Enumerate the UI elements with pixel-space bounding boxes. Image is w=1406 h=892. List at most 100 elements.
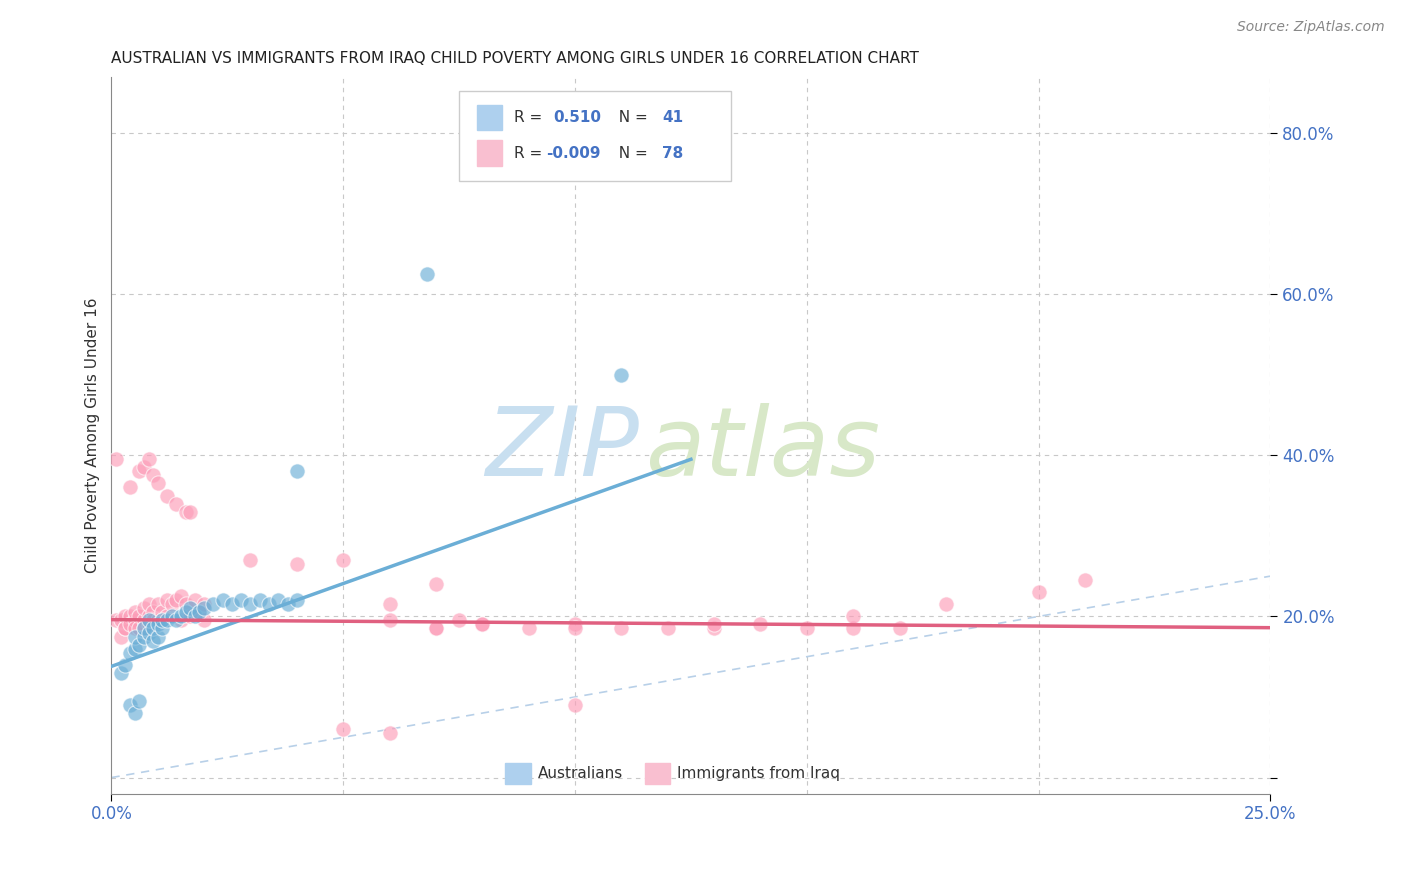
Point <box>160 597 183 611</box>
Point <box>231 593 253 607</box>
Point <box>188 606 211 620</box>
Point <box>415 267 437 281</box>
Point <box>174 606 197 620</box>
Point <box>142 614 165 628</box>
Point <box>138 614 160 628</box>
Point <box>285 464 308 478</box>
Point <box>142 468 165 483</box>
Text: Source: ZipAtlas.com: Source: ZipAtlas.com <box>1237 20 1385 34</box>
Point <box>267 593 290 607</box>
Point <box>170 614 193 628</box>
Point <box>152 614 174 628</box>
Point <box>703 622 725 636</box>
Point <box>179 505 201 519</box>
Point <box>146 614 169 628</box>
Text: 78: 78 <box>662 145 683 161</box>
Point <box>132 622 155 636</box>
Point <box>170 589 193 603</box>
Y-axis label: Child Poverty Among Girls Under 16: Child Poverty Among Girls Under 16 <box>86 297 100 573</box>
Point <box>193 597 215 611</box>
Point <box>114 657 136 672</box>
Point <box>170 609 193 624</box>
FancyBboxPatch shape <box>477 140 502 166</box>
Point <box>110 614 132 628</box>
Point <box>471 617 494 632</box>
Point <box>124 630 146 644</box>
Text: -0.009: -0.009 <box>546 145 600 161</box>
Point <box>124 622 146 636</box>
Point <box>118 646 141 660</box>
Point <box>124 706 146 720</box>
Point <box>156 609 179 624</box>
Point <box>285 593 308 607</box>
Point <box>179 601 201 615</box>
Point <box>114 622 136 636</box>
FancyBboxPatch shape <box>506 763 531 784</box>
Point <box>156 593 179 607</box>
Point <box>132 630 155 644</box>
Point <box>221 597 243 611</box>
Point <box>332 553 354 567</box>
Point <box>160 609 183 624</box>
Point <box>165 593 187 607</box>
Point <box>425 622 447 636</box>
Point <box>118 698 141 712</box>
Point <box>378 597 401 611</box>
Point <box>1028 585 1050 599</box>
Point <box>128 609 150 624</box>
Point <box>249 593 271 607</box>
Point <box>471 617 494 632</box>
Point <box>239 597 262 611</box>
Point <box>110 630 132 644</box>
Point <box>110 665 132 680</box>
Point <box>277 597 299 611</box>
Point <box>378 614 401 628</box>
Text: N =: N = <box>609 110 652 125</box>
Point <box>610 622 633 636</box>
Point <box>118 609 141 624</box>
Point <box>138 625 160 640</box>
Point <box>124 641 146 656</box>
Point <box>449 614 471 628</box>
Text: AUSTRALIAN VS IMMIGRANTS FROM IRAQ CHILD POVERTY AMONG GIRLS UNDER 16 CORRELATIO: AUSTRALIAN VS IMMIGRANTS FROM IRAQ CHILD… <box>111 51 920 66</box>
Text: atlas: atlas <box>644 403 880 496</box>
Point <box>257 597 280 611</box>
Point <box>285 557 308 571</box>
Point <box>124 606 146 620</box>
Point <box>138 452 160 467</box>
Text: 0.510: 0.510 <box>553 110 600 125</box>
Point <box>188 606 211 620</box>
Point <box>842 622 865 636</box>
Point <box>142 606 165 620</box>
Point <box>179 609 201 624</box>
Point <box>184 609 207 624</box>
Point <box>138 597 160 611</box>
Point <box>118 617 141 632</box>
Point <box>156 614 179 628</box>
Point <box>174 505 197 519</box>
Point <box>564 617 586 632</box>
Point <box>193 614 215 628</box>
Text: Australians: Australians <box>538 766 623 781</box>
Point <box>184 593 207 607</box>
Point <box>1074 573 1097 587</box>
Point <box>610 368 633 382</box>
Point <box>425 622 447 636</box>
Point <box>152 614 174 628</box>
Point <box>703 617 725 632</box>
Point <box>114 622 136 636</box>
Point <box>842 609 865 624</box>
Point <box>935 597 957 611</box>
Point <box>165 614 187 628</box>
Point <box>118 481 141 495</box>
Point <box>146 617 169 632</box>
Point <box>146 630 169 644</box>
FancyBboxPatch shape <box>460 91 731 180</box>
Text: N =: N = <box>609 145 652 161</box>
Point <box>132 622 155 636</box>
Point <box>128 464 150 478</box>
Point <box>239 553 262 567</box>
Point <box>105 614 128 628</box>
Point <box>889 622 911 636</box>
Point <box>657 622 679 636</box>
